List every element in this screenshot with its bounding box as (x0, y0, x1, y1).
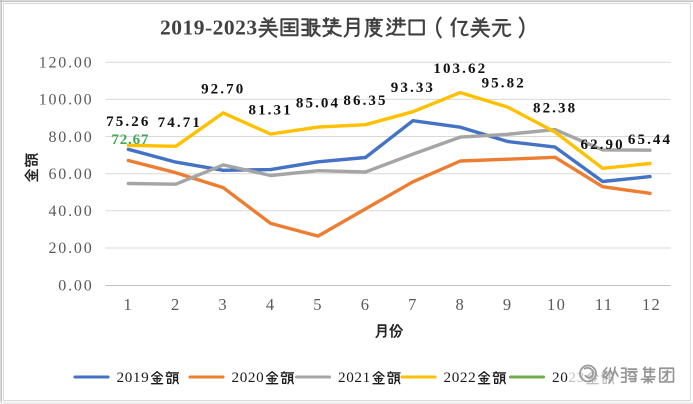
svg-text:75.26: 75.26 (106, 114, 150, 130)
svg-text:2021: 2021 (338, 369, 371, 386)
svg-text:5: 5 (313, 295, 323, 314)
svg-text:2022: 2022 (444, 369, 477, 386)
svg-text:80.00: 80.00 (49, 129, 94, 146)
svg-text:95.82: 95.82 (482, 76, 526, 92)
svg-text:85.04: 85.04 (296, 96, 340, 112)
svg-text:6: 6 (361, 295, 371, 314)
svg-text:2: 2 (171, 295, 181, 314)
svg-text:8: 8 (456, 295, 466, 314)
svg-text:93.33: 93.33 (391, 80, 435, 96)
svg-text:3: 3 (218, 295, 228, 314)
svg-text:81.31: 81.31 (248, 103, 292, 119)
svg-text:82.38: 82.38 (533, 101, 577, 117)
svg-text:20.00: 20.00 (49, 240, 94, 257)
svg-text:2019-2023: 2019-2023 (160, 16, 258, 40)
svg-text:86.35: 86.35 (343, 93, 387, 109)
svg-text:65.44: 65.44 (628, 132, 672, 148)
svg-text:9: 9 (503, 295, 513, 314)
svg-text:2019: 2019 (117, 369, 150, 386)
svg-text:62.90: 62.90 (580, 137, 624, 153)
svg-text:12: 12 (642, 295, 661, 314)
svg-text:1: 1 (124, 295, 134, 314)
svg-text:11: 11 (595, 295, 614, 314)
svg-text:103.62: 103.62 (433, 61, 487, 77)
svg-text:0.00: 0.00 (58, 277, 93, 294)
svg-text:10: 10 (547, 295, 566, 314)
svg-text:7: 7 (408, 295, 418, 314)
svg-text:120.00: 120.00 (39, 55, 94, 72)
svg-text:100.00: 100.00 (39, 92, 94, 109)
svg-text:60.00: 60.00 (49, 166, 94, 183)
svg-text:40.00: 40.00 (49, 203, 94, 220)
svg-text:2020: 2020 (232, 369, 265, 386)
svg-text:92.70: 92.70 (201, 81, 245, 97)
svg-text:72.67: 72.67 (111, 132, 149, 148)
svg-text:74.71: 74.71 (158, 115, 202, 131)
svg-text:4: 4 (266, 295, 276, 314)
